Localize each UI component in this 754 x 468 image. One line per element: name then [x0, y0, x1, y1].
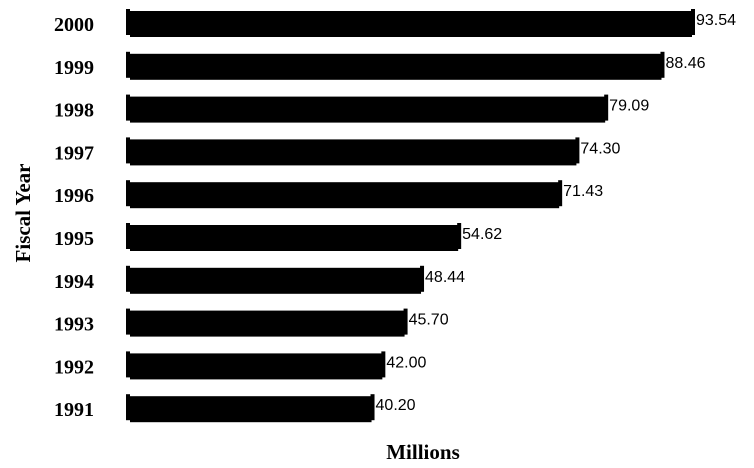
y-tick-1994: 1994 [54, 271, 94, 293]
bar-edge-1992 [126, 351, 130, 378]
bar-tip-1999 [660, 51, 665, 78]
bar-edge-1996 [126, 180, 130, 207]
y-tick-1991: 1991 [54, 399, 94, 421]
data-labels: 93.54 88.46 79.09 74.30 71.43 54.62 48.44 45.70… [376, 12, 737, 414]
y-tick-labels: 2000 1999 1998 1997 1996 1995 1994 1993 1992 1991 [54, 14, 94, 421]
bar-tip-1995 [457, 223, 462, 249]
bar-edge-1994 [126, 265, 130, 292]
bar-edge-1995 [126, 223, 130, 249]
bar-tip-1998 [604, 94, 609, 121]
bar-tip-1997 [575, 137, 580, 164]
bar-2000 [130, 11, 692, 37]
y-tick-1993: 1993 [54, 314, 94, 336]
data-label-1993: 45.70 [409, 312, 449, 329]
bars-group [126, 9, 695, 423]
bar-edge-1997 [126, 137, 130, 164]
y-axis-title: Fiscal Year [11, 164, 35, 263]
bar-1996 [130, 182, 560, 209]
bar-1995 [130, 225, 459, 251]
data-label-1995: 54.62 [462, 226, 502, 243]
y-tick-1996: 1996 [54, 185, 94, 207]
y-tick-1995: 1995 [54, 228, 94, 250]
bar-edge-1991 [126, 394, 130, 421]
data-label-2000: 93.54 [696, 12, 736, 29]
data-label-1992: 42.00 [386, 354, 426, 371]
bar-1999 [130, 53, 662, 80]
bar-edge-1993 [126, 308, 130, 335]
y-tick-1998: 1998 [54, 100, 94, 122]
bar-tip-1994 [420, 265, 425, 292]
bar-1992 [130, 353, 383, 380]
bar-1993 [130, 310, 405, 337]
bar-tip-2000 [691, 9, 695, 35]
y-tick-2000: 2000 [54, 14, 94, 36]
bar-1997 [130, 139, 577, 166]
bar-edge-1998 [126, 94, 130, 121]
y-tick-1997: 1997 [54, 142, 94, 164]
y-tick-1999: 1999 [54, 57, 94, 79]
data-label-1994: 48.44 [425, 269, 465, 286]
data-label-1998: 79.09 [609, 98, 649, 115]
data-label-1997: 74.30 [580, 140, 620, 157]
bar-tip-1992 [381, 351, 386, 378]
data-label-1991: 40.20 [376, 397, 416, 414]
data-label-1999: 88.46 [665, 55, 705, 72]
bar-tip-1993 [403, 308, 408, 335]
x-axis-title: Millions [386, 440, 460, 464]
bar-edge-2000 [126, 9, 130, 35]
bar-1998 [130, 96, 606, 123]
bar-tip-1991 [370, 394, 375, 421]
bar-tip-1996 [558, 180, 563, 207]
bar-1991 [130, 396, 372, 423]
bar-edge-1999 [126, 51, 130, 78]
y-tick-1992: 1992 [54, 356, 94, 378]
data-label-1996: 71.43 [563, 183, 603, 200]
bar-1994 [130, 267, 422, 294]
